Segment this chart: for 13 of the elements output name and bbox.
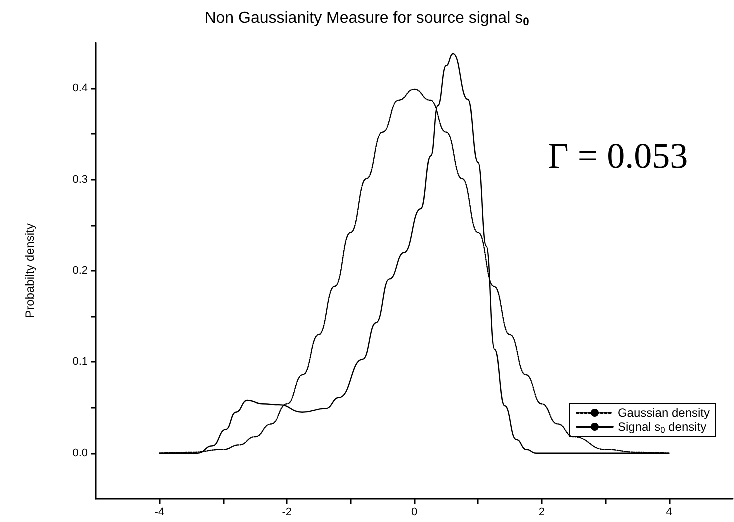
y-axis-title: Probabilty density bbox=[23, 224, 37, 318]
x-tick-label: 4 bbox=[666, 506, 672, 518]
legend-label: Gaussian density bbox=[618, 406, 710, 420]
y-tick-label: 0.2 bbox=[72, 265, 88, 277]
x-tick-label: -2 bbox=[282, 506, 292, 518]
y-tick-label: 0.1 bbox=[72, 356, 88, 368]
x-tick-label: 0 bbox=[411, 506, 418, 518]
y-tick-label: 0.4 bbox=[72, 82, 88, 95]
y-tick-label: 0.3 bbox=[72, 174, 88, 186]
annotation: Γ = 0.053 bbox=[548, 136, 688, 176]
x-tick-label: 2 bbox=[538, 506, 545, 518]
x-tick-label: -4 bbox=[154, 506, 165, 518]
y-tick-label: 0.0 bbox=[72, 447, 88, 460]
